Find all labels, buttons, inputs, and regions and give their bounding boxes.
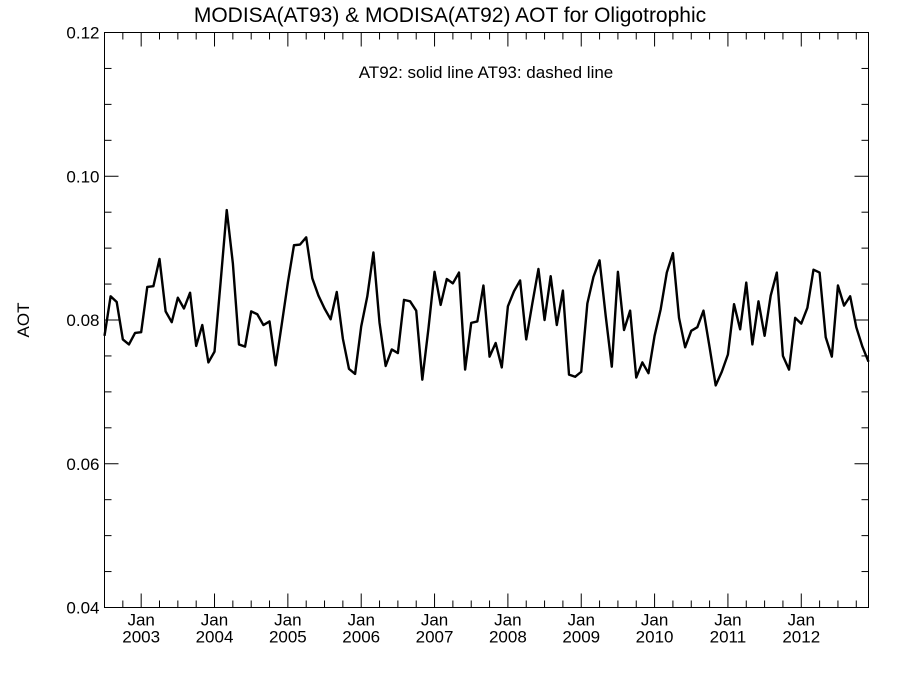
x-tick-label-year: 2009: [562, 628, 600, 647]
x-tick-label-year: 2004: [196, 628, 234, 647]
x-tick-label-year: 2006: [342, 628, 380, 647]
y-tick-label: 0.06: [66, 455, 99, 474]
chart-title: MODISA(AT93) & MODISA(AT92) AOT for Olig…: [0, 4, 900, 28]
y-axis: 0.040.060.080.100.12: [66, 24, 868, 618]
y-tick-label: 0.10: [66, 167, 99, 186]
x-tick-label-year: 2011: [710, 628, 747, 647]
x-axis: Jan2003Jan2004Jan2005Jan2006Jan2007Jan20…: [105, 33, 857, 647]
x-tick-label-year: 2010: [636, 628, 674, 647]
series-layer: [105, 210, 869, 385]
y-axis-label: AOT: [14, 303, 34, 338]
y-tick-label: 0.04: [66, 599, 99, 618]
line-style-note: AT92: solid line AT93: dashed line: [0, 63, 900, 83]
x-tick-label-year: 2008: [489, 628, 527, 647]
chart: 0.040.060.080.100.12 Jan2003Jan2004Jan20…: [0, 0, 900, 675]
x-tick-label-year: 2005: [269, 628, 307, 647]
x-tick-label-year: 2012: [782, 628, 820, 647]
x-tick-label-year: 2003: [122, 628, 160, 647]
y-tick-label: 0.08: [66, 311, 99, 330]
x-tick-label-year: 2007: [416, 628, 454, 647]
series-line-solid: [105, 210, 869, 385]
